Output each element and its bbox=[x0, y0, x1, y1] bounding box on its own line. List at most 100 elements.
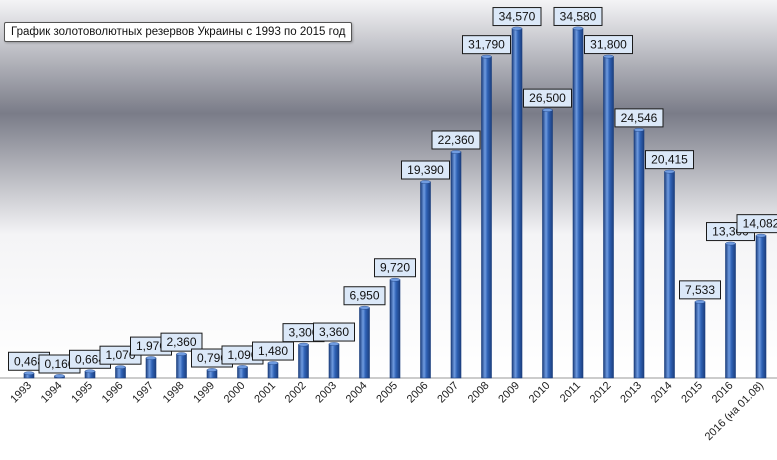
data-label-1995: 0,664 bbox=[75, 352, 105, 366]
x-tick-label-2005: 2005 bbox=[374, 380, 400, 406]
x-tick-label-2016: 2016 bbox=[710, 380, 736, 406]
x-tick-label-2008: 2008 bbox=[466, 380, 492, 406]
bar-cap-2005 bbox=[389, 277, 401, 282]
x-tick-label-2009: 2009 bbox=[496, 380, 522, 406]
x-tick-label-1997: 1997 bbox=[130, 380, 156, 406]
bar-2007 bbox=[450, 151, 462, 379]
bar-2001 bbox=[267, 362, 279, 379]
data-label-1994: 0,160 bbox=[44, 357, 74, 371]
data-label-2011: 34,580 bbox=[560, 9, 597, 23]
bar-cap-1993 bbox=[23, 371, 35, 376]
data-label-box-2005 bbox=[374, 258, 416, 278]
bar-cap-2010 bbox=[542, 108, 553, 112]
bar-2009 bbox=[511, 28, 523, 379]
data-label-2013: 24,546 bbox=[621, 111, 658, 125]
data-label-2002: 3,300 bbox=[288, 326, 318, 340]
data-label-2009: 34,570 bbox=[499, 10, 536, 24]
bar-cap-2015 bbox=[694, 300, 706, 304]
data-label-box-2004 bbox=[343, 286, 386, 306]
bar-2014 bbox=[664, 171, 675, 379]
x-tick-label-2001: 2001 bbox=[252, 380, 278, 406]
x-tick-label-2000: 2000 bbox=[222, 380, 248, 406]
x-tick-label-2012: 2012 bbox=[588, 380, 614, 406]
bar-2016 bbox=[725, 243, 736, 379]
x-tick-label-1996: 1996 bbox=[100, 380, 126, 406]
bar-1997 bbox=[145, 357, 157, 379]
x-tick-label-2014: 2014 bbox=[649, 380, 675, 406]
bar-cap-2008 bbox=[481, 54, 492, 59]
bar-2016 (на 01.08) bbox=[755, 235, 767, 379]
data-label-1998: 2,360 bbox=[166, 335, 196, 349]
bar-2010 bbox=[542, 109, 553, 379]
x-tick-label-1995: 1995 bbox=[69, 380, 95, 406]
data-label-2016 (на 01.08): 14,082 bbox=[743, 217, 777, 231]
bar-cap-2003 bbox=[328, 342, 340, 346]
x-tick-label-2015: 2015 bbox=[679, 380, 705, 406]
data-label-box-2009 bbox=[492, 7, 542, 27]
x-tick-label-1993: 1993 bbox=[8, 380, 34, 406]
bar-cap-1997 bbox=[145, 356, 157, 360]
data-label-2010: 26,500 bbox=[529, 91, 566, 105]
bar-2011 bbox=[572, 28, 584, 379]
x-tick-label-2003: 2003 bbox=[313, 380, 339, 406]
x-tick-label-2007: 2007 bbox=[435, 380, 461, 406]
data-label-2007: 22,360 bbox=[438, 133, 475, 147]
bar-cap-2000 bbox=[237, 365, 248, 369]
bar-2005 bbox=[389, 279, 401, 379]
bar-cap-2011 bbox=[572, 26, 584, 31]
bar-cap-1994 bbox=[54, 374, 65, 378]
plot-area bbox=[0, 0, 777, 378]
bar-2006 bbox=[420, 181, 431, 379]
data-label-2008: 31,790 bbox=[468, 38, 505, 52]
data-label-box-2011 bbox=[553, 6, 603, 26]
data-label-box-2015 bbox=[679, 280, 721, 300]
bar-cap-1998 bbox=[176, 352, 187, 356]
data-label-2006: 19,390 bbox=[407, 163, 444, 177]
bar-2013 bbox=[633, 129, 645, 379]
data-label-box-2007 bbox=[431, 130, 481, 150]
data-label-2004: 6,950 bbox=[349, 289, 379, 303]
bar-cap-1999 bbox=[206, 368, 218, 372]
data-label-2001: 1,480 bbox=[258, 344, 288, 358]
x-tick-label-2011: 2011 bbox=[558, 380, 583, 405]
bar-cap-1995 bbox=[84, 369, 96, 374]
data-label-box-2006 bbox=[401, 160, 450, 180]
bar-cap-2016 bbox=[725, 241, 736, 246]
data-label-box-2003 bbox=[313, 322, 355, 342]
bar-cap-2013 bbox=[633, 128, 645, 132]
bar-2002 bbox=[298, 344, 309, 379]
x-tick-label-2006: 2006 bbox=[405, 380, 431, 406]
bar-2003 bbox=[328, 343, 340, 379]
data-label-2005: 9,720 bbox=[380, 261, 410, 275]
bar-cap-2002 bbox=[298, 342, 309, 347]
x-tick-label-1998: 1998 bbox=[161, 380, 187, 406]
bar-cap-2014 bbox=[664, 169, 675, 174]
data-label-2000: 1,090 bbox=[227, 348, 257, 362]
data-label-box-2010 bbox=[523, 88, 572, 108]
data-label-2014: 20,415 bbox=[651, 153, 688, 167]
data-label-box-1998 bbox=[160, 332, 203, 352]
bar-cap-2009 bbox=[511, 26, 523, 31]
bar-cap-2006 bbox=[420, 180, 431, 184]
bar-1998 bbox=[176, 353, 187, 379]
data-label-1997: 1,970 bbox=[136, 339, 166, 353]
data-label-box-2016 (на 01.08) bbox=[736, 214, 777, 234]
x-tick-label-2002: 2002 bbox=[283, 380, 309, 406]
bar-2015 bbox=[694, 301, 706, 379]
bar-cap-1996 bbox=[115, 365, 126, 369]
data-label-box-2012 bbox=[584, 35, 633, 55]
bar-cap-2012 bbox=[603, 54, 614, 59]
x-tick-label-2004: 2004 bbox=[344, 380, 370, 406]
x-tick-label-2013: 2013 bbox=[618, 380, 644, 406]
data-label-box-2014 bbox=[645, 150, 694, 170]
data-label-2012: 31,800 bbox=[590, 38, 627, 52]
x-tick-label-2010: 2010 bbox=[527, 380, 553, 406]
bar-2012 bbox=[603, 56, 614, 379]
data-label-box-2013 bbox=[614, 108, 664, 128]
data-label-2003: 3,360 bbox=[319, 325, 349, 339]
data-label-1999: 0,790 bbox=[197, 351, 227, 365]
data-label-box-2008 bbox=[462, 35, 511, 55]
bar-cap-2016 (на 01.08) bbox=[755, 233, 767, 238]
